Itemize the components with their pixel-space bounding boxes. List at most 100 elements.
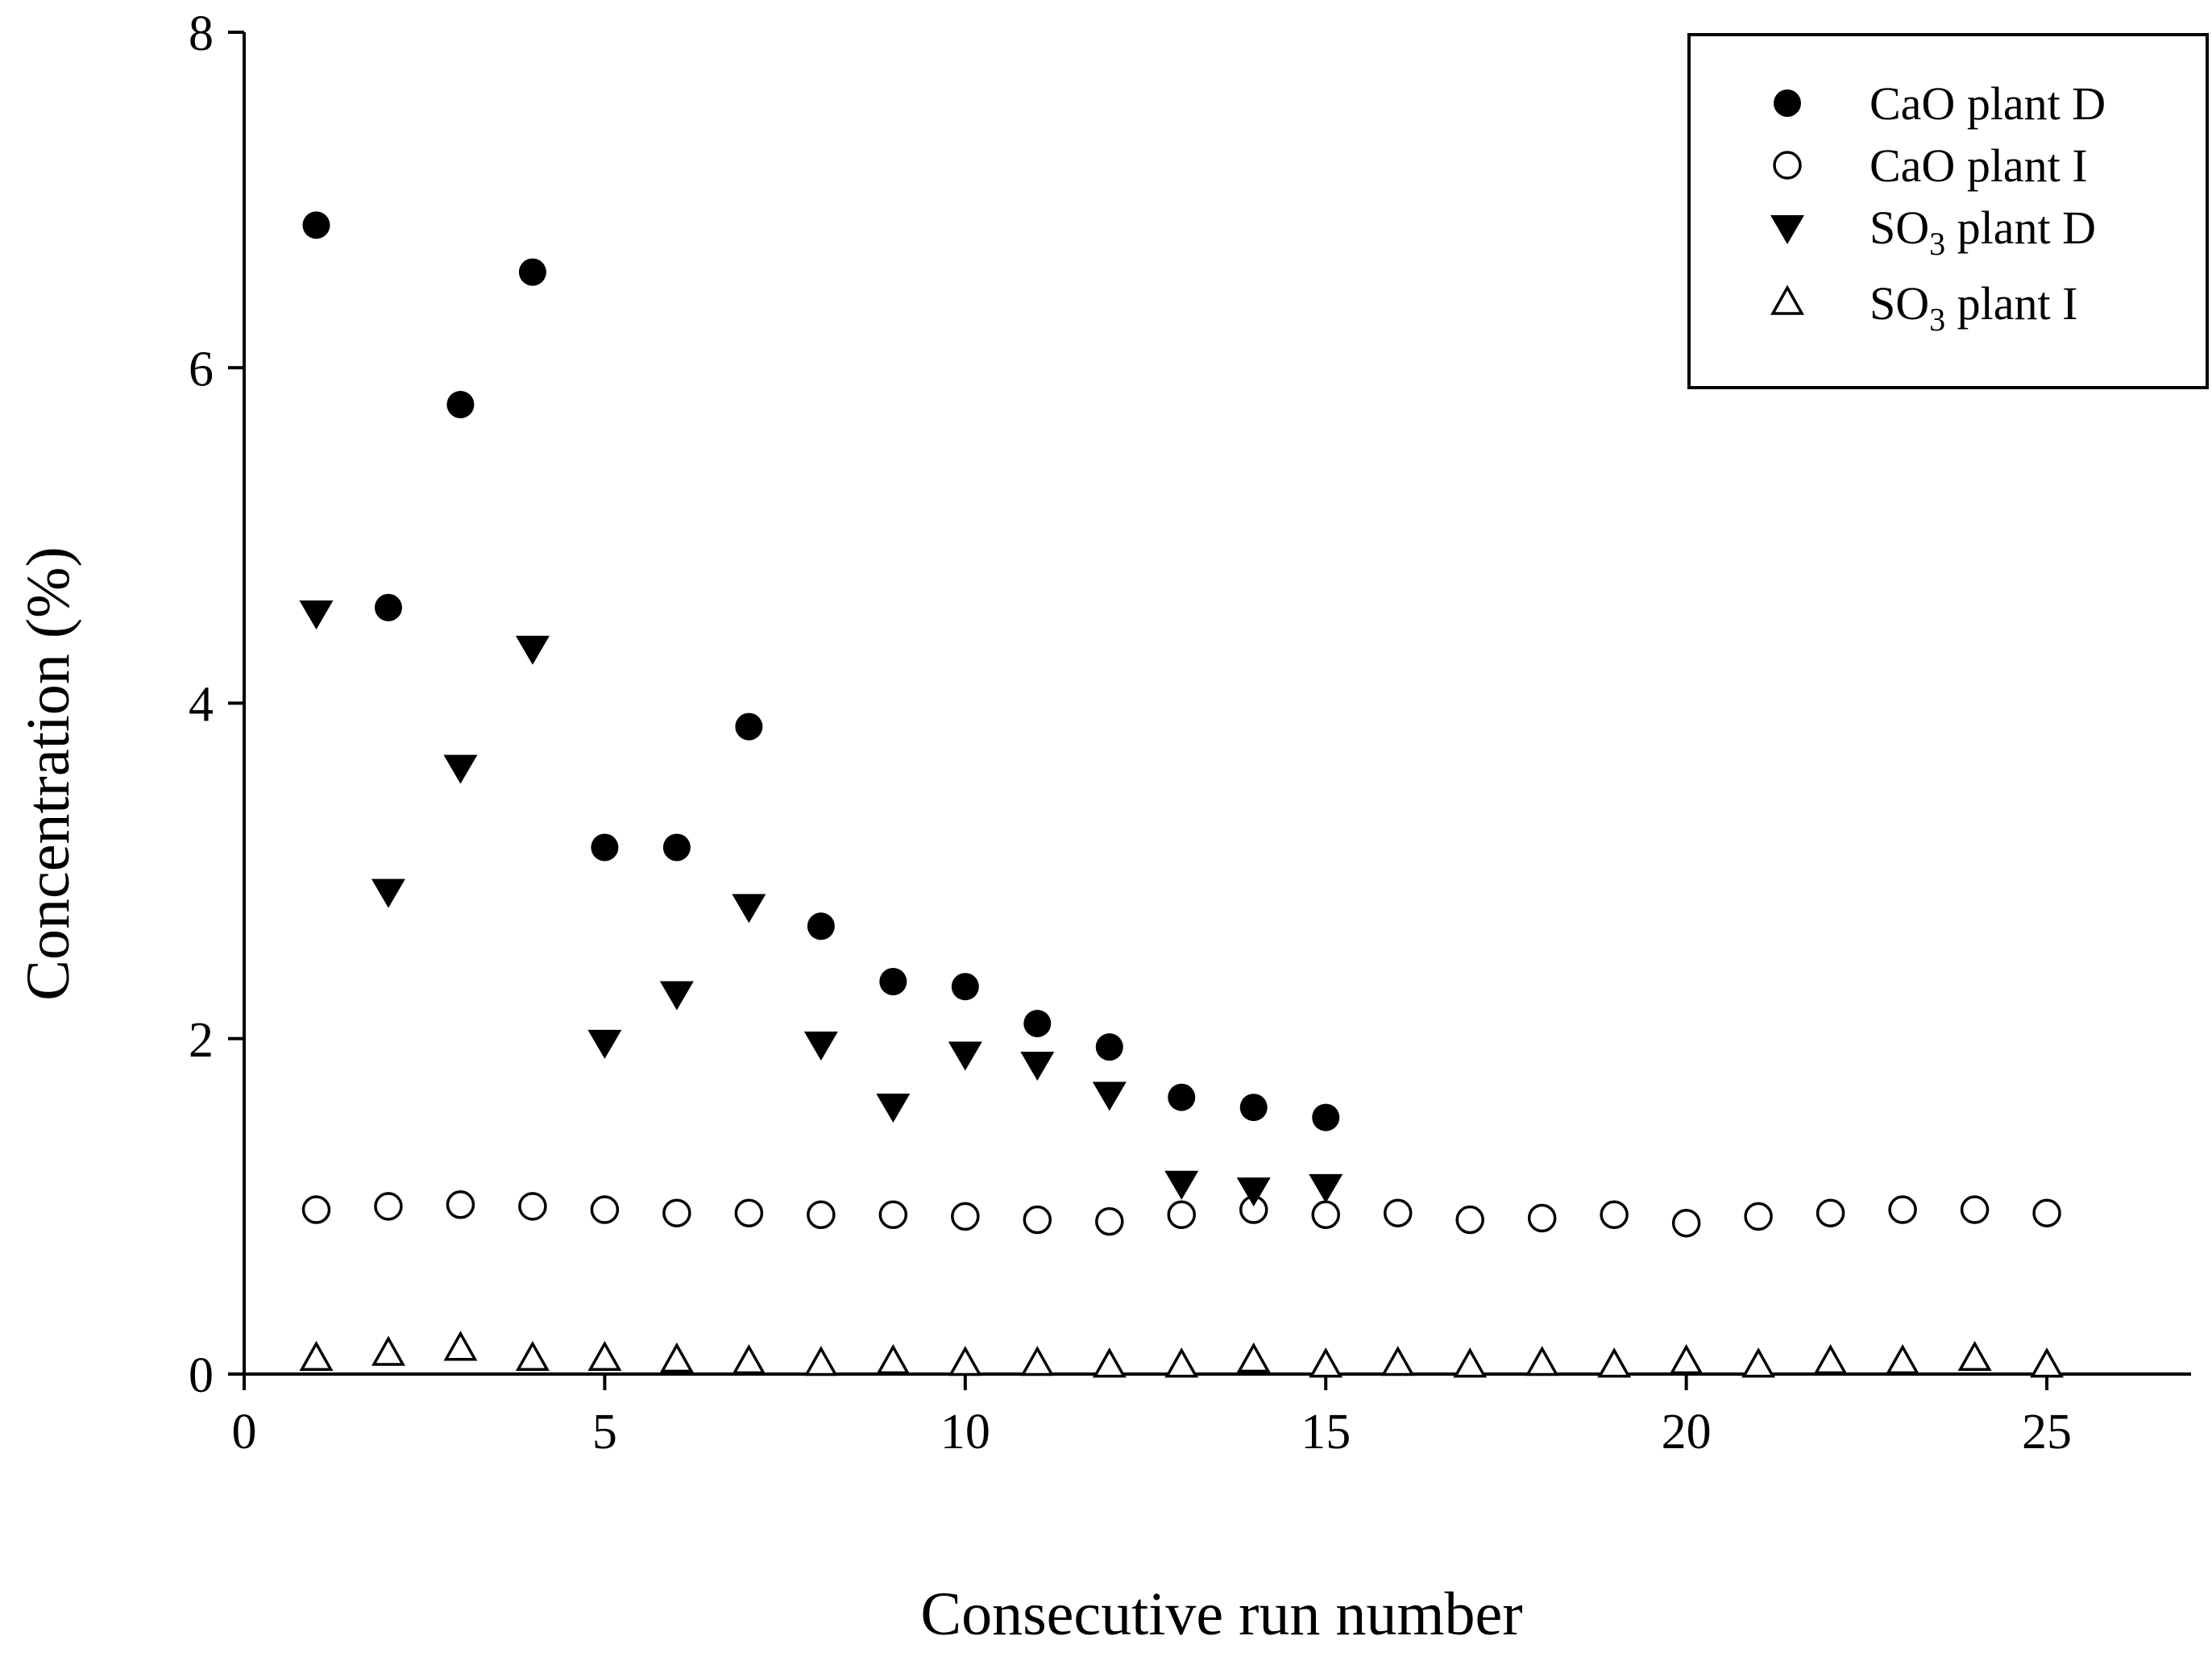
data-point bbox=[948, 1345, 982, 1376]
data-point bbox=[1600, 1200, 1629, 1230]
data-point bbox=[446, 1190, 475, 1219]
data-point bbox=[1309, 1347, 1343, 1378]
data-point bbox=[1236, 1177, 1271, 1207]
data-point bbox=[446, 391, 475, 419]
data-point bbox=[1380, 1345, 1415, 1376]
data-point bbox=[1888, 1195, 1917, 1224]
y-axis-ticks: 0 2 4 6 8 bbox=[189, 6, 244, 1403]
data-point bbox=[302, 211, 330, 239]
data-point bbox=[876, 1343, 911, 1375]
legend-label: SO3 plant I bbox=[1870, 277, 2077, 338]
x-axis-ticks: 0 5 10 15 20 25 bbox=[232, 1374, 2072, 1459]
legend-marker bbox=[1770, 215, 1804, 244]
data-point bbox=[2032, 1198, 2061, 1227]
data-point bbox=[662, 1198, 691, 1227]
data-point bbox=[1960, 1195, 1990, 1224]
data-point bbox=[1309, 1173, 1343, 1203]
data-point bbox=[1092, 1082, 1127, 1111]
data-point bbox=[1671, 1208, 1701, 1238]
data-point bbox=[732, 1343, 766, 1375]
data-point bbox=[1164, 1170, 1199, 1200]
data-point bbox=[1311, 1200, 1340, 1230]
x-tick-label: 20 bbox=[1662, 1405, 1712, 1459]
data-point bbox=[2030, 1347, 2065, 1378]
data-point bbox=[732, 894, 766, 924]
y-tick-label: 4 bbox=[189, 678, 214, 733]
data-point bbox=[371, 878, 405, 908]
data-point bbox=[1023, 1010, 1052, 1038]
data-point bbox=[590, 1195, 620, 1224]
x-tick-label: 15 bbox=[1301, 1405, 1351, 1459]
y-axis-label: Concentration (%) bbox=[15, 546, 82, 1000]
x-axis-label: Consecutive run number bbox=[920, 1580, 1522, 1648]
series-cao-plant-i bbox=[301, 1190, 2061, 1238]
data-point bbox=[878, 1200, 908, 1230]
data-point bbox=[371, 1335, 405, 1366]
data-point bbox=[1816, 1198, 1845, 1227]
data-point bbox=[1741, 1347, 1776, 1378]
data-point bbox=[659, 981, 694, 1011]
data-point bbox=[659, 1342, 694, 1373]
data-point bbox=[443, 1331, 478, 1361]
data-point bbox=[515, 635, 550, 665]
data-point bbox=[299, 1340, 334, 1372]
data-point bbox=[1453, 1347, 1488, 1378]
legend-label: CaO plant I bbox=[1870, 139, 2088, 192]
x-tick-label: 10 bbox=[940, 1405, 990, 1459]
data-point bbox=[515, 1340, 550, 1372]
legend-label: SO3 plant D bbox=[1870, 201, 2096, 262]
legend: CaO plant D CaO plant I SO3 plant D SO3 pla… bbox=[1687, 33, 2209, 389]
series-so3-plant-i bbox=[299, 1331, 2065, 1378]
data-point bbox=[1813, 1343, 1848, 1375]
data-point bbox=[518, 258, 546, 286]
data-point bbox=[1092, 1347, 1127, 1378]
legend-marker bbox=[1774, 89, 1801, 117]
data-point bbox=[807, 912, 835, 940]
y-tick-label: 2 bbox=[189, 1013, 214, 1068]
data-point bbox=[662, 833, 691, 862]
data-point bbox=[1020, 1345, 1055, 1376]
x-tick-label: 0 bbox=[232, 1405, 257, 1459]
y-tick-label: 0 bbox=[189, 1348, 214, 1403]
data-point bbox=[948, 1041, 982, 1071]
data-point bbox=[1886, 1343, 1920, 1375]
data-point bbox=[951, 1202, 980, 1231]
legend-marker bbox=[1773, 151, 1802, 180]
legend-box bbox=[1687, 33, 2209, 389]
data-point bbox=[1669, 1343, 1704, 1375]
data-point bbox=[1023, 1205, 1052, 1235]
plot-points bbox=[299, 211, 2065, 1378]
series-so3-plant-d bbox=[299, 600, 1343, 1207]
data-point bbox=[374, 1192, 403, 1221]
y-tick-label: 8 bbox=[189, 6, 214, 61]
data-point bbox=[1597, 1347, 1632, 1378]
series-cao-plant-d bbox=[302, 211, 1340, 1131]
data-point bbox=[301, 1195, 331, 1224]
data-point bbox=[374, 593, 402, 621]
data-point bbox=[1095, 1206, 1124, 1236]
data-point bbox=[1312, 1103, 1340, 1131]
legend-label: CaO plant D bbox=[1870, 77, 2106, 130]
data-point bbox=[1525, 1345, 1559, 1376]
data-point bbox=[443, 754, 478, 784]
data-point bbox=[518, 1192, 547, 1221]
data-point bbox=[879, 967, 907, 995]
data-point bbox=[1164, 1347, 1199, 1378]
data-point bbox=[1383, 1198, 1413, 1227]
legend-item: SO3 plant D bbox=[1770, 201, 2096, 262]
y-tick-label: 6 bbox=[189, 342, 214, 397]
data-point bbox=[1239, 1094, 1268, 1122]
data-point bbox=[734, 1198, 764, 1227]
data-point bbox=[803, 1031, 838, 1061]
x-tick-label: 25 bbox=[2022, 1405, 2072, 1459]
data-point bbox=[951, 973, 979, 1001]
data-point bbox=[1020, 1051, 1055, 1081]
data-point bbox=[803, 1345, 838, 1376]
data-point bbox=[591, 833, 619, 862]
data-point bbox=[299, 600, 334, 630]
x-tick-label: 5 bbox=[592, 1405, 617, 1459]
data-point bbox=[1455, 1205, 1484, 1235]
data-point bbox=[1957, 1340, 1992, 1372]
data-point bbox=[587, 1340, 622, 1372]
